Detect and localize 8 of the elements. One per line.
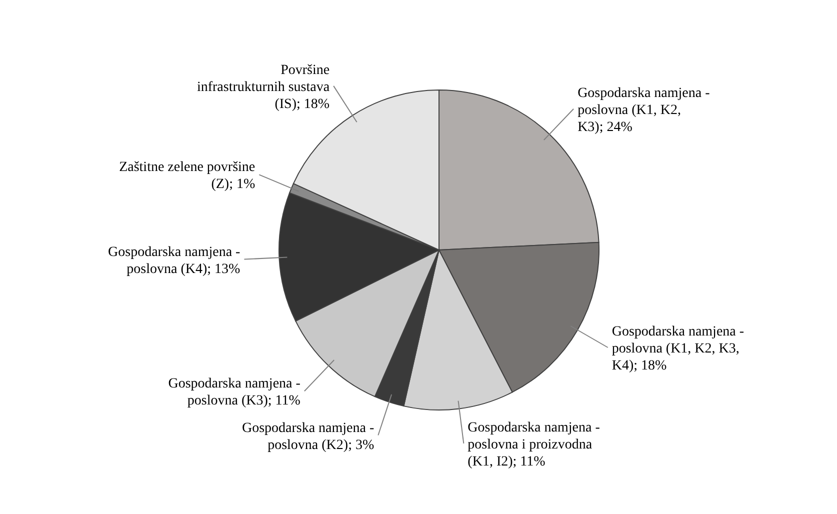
slice-label: Gospodarska namjena - poslovna (K4); 13% [108, 244, 241, 277]
slice-label: Gospodarska namjena - poslovna (K2); 3% [242, 420, 374, 453]
slice-label: Zaštitne zelene površine (Z); 1% [119, 160, 256, 192]
slice-label: Površine infrastrukturnih sustava (IS); 18% [196, 62, 330, 112]
slice-label: Gospodarska namjena - poslovna (K3); 11% [168, 376, 301, 409]
slice-label: Gospodarska namjena - poslovna (K1, K2, K3, K4); 18% [612, 324, 744, 374]
slice-label: Gospodarska namjena - poslovna (K1, K2, K3); 24% [578, 86, 710, 135]
slice-label: Gospodarska namjena - poslovna i proizvodna (K1, I2); 11% [468, 420, 600, 470]
